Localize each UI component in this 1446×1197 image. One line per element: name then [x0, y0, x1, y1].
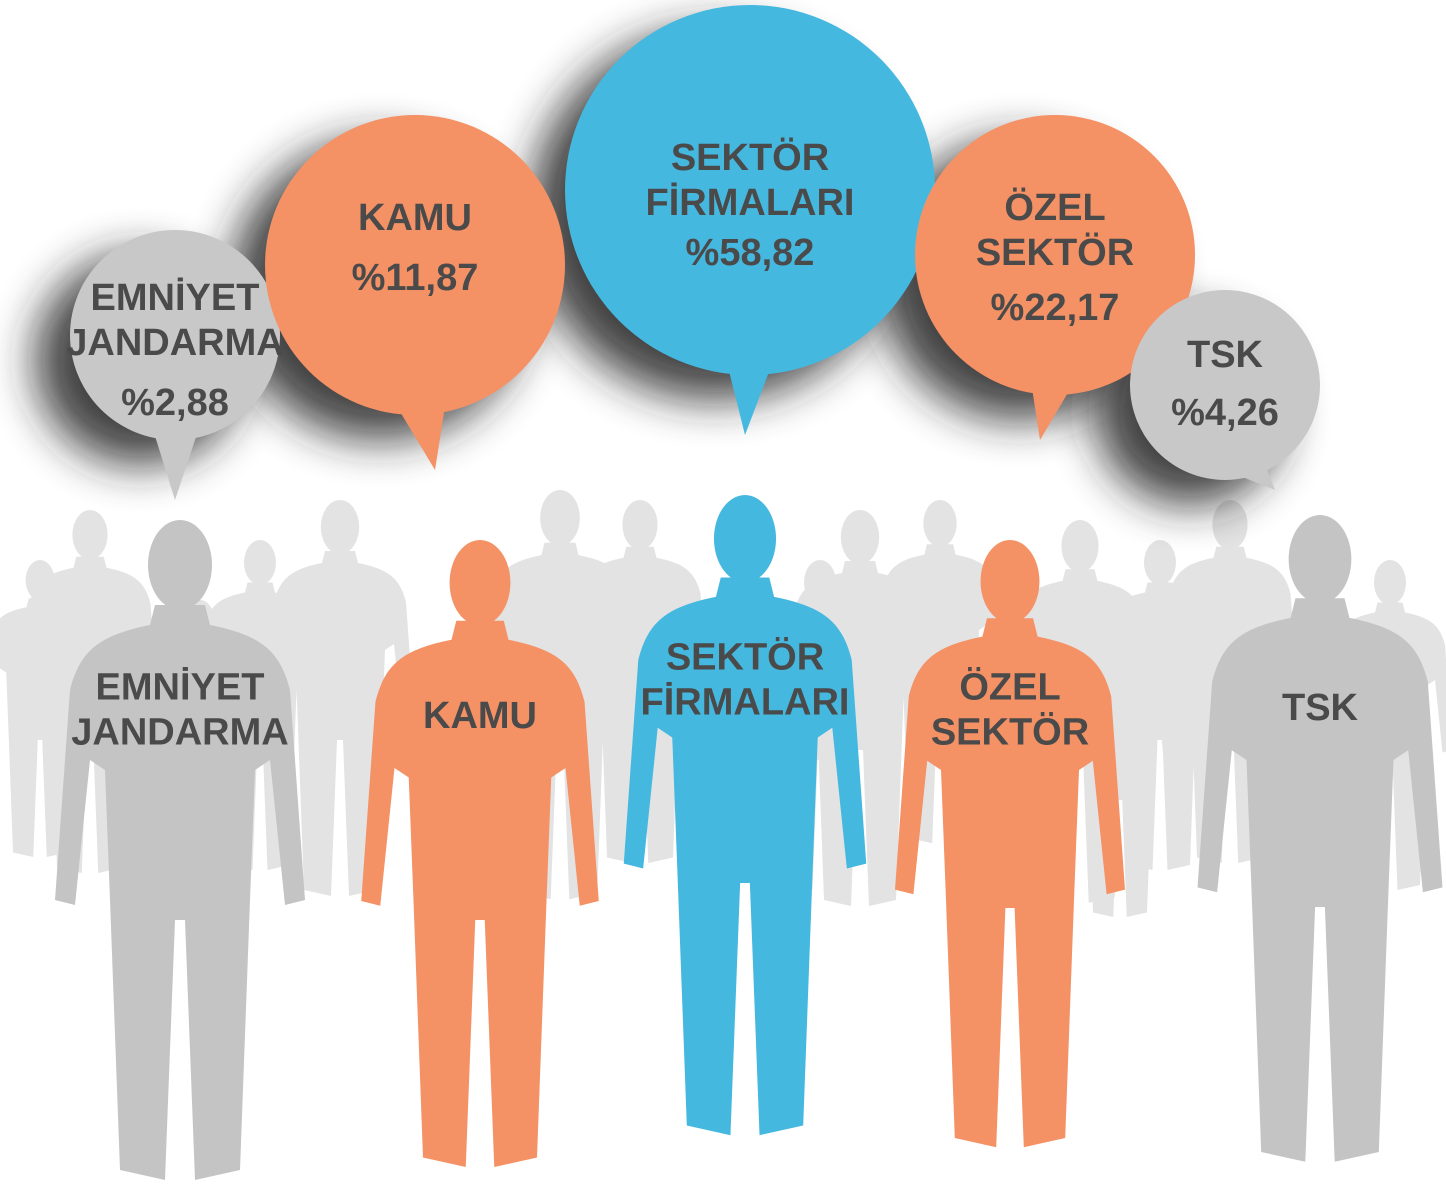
bubble-label: ÖZEL	[1004, 186, 1105, 229]
bubble	[915, 115, 1195, 395]
bubble-label: KAMU	[358, 197, 472, 239]
head	[1374, 560, 1406, 605]
bubble-label: JANDARMA	[66, 322, 283, 364]
bubble-value: %2,88	[121, 382, 229, 424]
head	[540, 490, 580, 546]
head	[1061, 520, 1099, 573]
bubble-value: %58,82	[686, 232, 815, 274]
person-silhouette	[55, 520, 305, 1180]
head	[1212, 500, 1248, 550]
head	[320, 500, 360, 554]
bubble-label: SEKTÖR	[671, 136, 829, 179]
person-silhouette	[361, 540, 599, 1167]
head	[449, 540, 511, 626]
person-silhouette	[0, 560, 97, 858]
body	[623, 577, 867, 1136]
head	[72, 510, 108, 560]
head	[840, 510, 880, 564]
body	[55, 605, 305, 1180]
head	[244, 540, 276, 585]
head	[980, 540, 1040, 623]
body	[1197, 598, 1443, 1162]
labels: EMNİYETEMNİYETJANDARMAJANDARMA%2,88KAMUK…	[66, 136, 1358, 754]
figure-label: JANDARMA	[71, 712, 288, 754]
bubble-value: %4,26	[1171, 392, 1279, 434]
figure-label: EMNİYET	[96, 667, 265, 709]
figure-label: SEKTÖR	[931, 711, 1089, 754]
head	[148, 520, 212, 610]
bubble-tail	[725, 355, 774, 435]
head	[25, 560, 55, 601]
bubble	[265, 115, 565, 415]
bubble-label: SEKTÖR	[976, 231, 1134, 274]
bubble-value: %22,17	[991, 287, 1120, 329]
head	[923, 500, 957, 547]
head	[713, 495, 777, 583]
head	[1105, 620, 1135, 661]
body	[895, 618, 1125, 1148]
people	[55, 495, 1443, 1180]
bubble-label: FİRMALARI	[646, 182, 855, 224]
bubble	[565, 5, 935, 375]
person-silhouette	[623, 495, 867, 1136]
figure-label: TSK	[1282, 687, 1359, 729]
figure-label: ÖZEL	[959, 666, 1060, 709]
figure-label: FİRMALARI	[641, 682, 850, 724]
bubble	[70, 230, 280, 440]
bubble-tail	[150, 420, 200, 500]
head	[804, 560, 836, 605]
bubble-value: %11,87	[352, 257, 479, 299]
head	[622, 500, 658, 550]
bubble-label: TSK	[1187, 334, 1264, 376]
body	[361, 620, 599, 1167]
bubble-label: EMNİYET	[91, 277, 260, 319]
person-silhouette	[1197, 515, 1443, 1162]
head	[1144, 540, 1176, 585]
head	[1288, 515, 1352, 604]
bubble	[1130, 290, 1320, 480]
figure-label: SEKTÖR	[666, 636, 824, 679]
speech-bubbles	[70, 5, 1320, 500]
person-silhouette	[895, 540, 1125, 1148]
figure-label: KAMU	[423, 695, 537, 737]
body	[0, 598, 97, 858]
